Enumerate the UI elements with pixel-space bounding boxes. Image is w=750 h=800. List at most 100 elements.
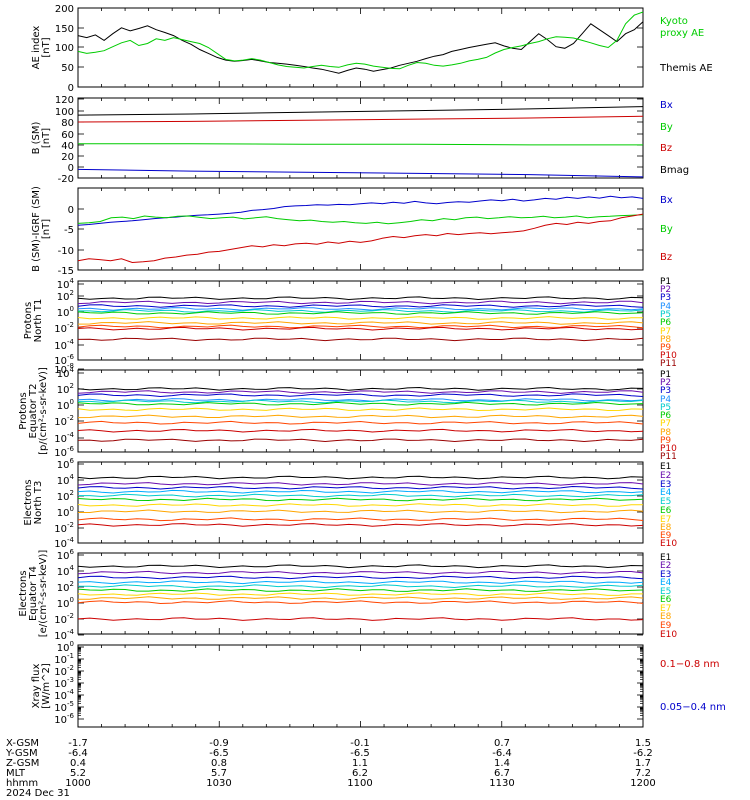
flux-channel-line xyxy=(77,438,644,443)
legend-entry: Themis AE xyxy=(659,63,713,74)
series-line xyxy=(78,143,643,146)
y-tick-label: 10-2 xyxy=(54,321,74,335)
orbit-value: -0.9 xyxy=(209,738,229,749)
flux-channel-line xyxy=(78,584,644,589)
flux-channel-line xyxy=(77,311,644,315)
flux-channel-line xyxy=(77,517,644,522)
y-tick-label: 10-4 xyxy=(54,338,74,352)
y-tick-label: 100 xyxy=(57,505,74,519)
y-tick-label: 102 xyxy=(57,489,74,503)
legend-entry: E10 xyxy=(660,630,677,640)
y-tick-label: 10-4 xyxy=(54,536,74,550)
flux-channel-line xyxy=(77,489,644,494)
orbit-value: 0.4 xyxy=(70,758,86,769)
legend-entry: E8 xyxy=(660,612,672,622)
y-axis-label: B (SM)[nT] xyxy=(31,121,52,154)
flux-channel-line xyxy=(77,393,644,398)
legend-entry: E4 xyxy=(660,488,672,498)
legend-entry: P10 xyxy=(660,444,677,454)
flux-channel-line xyxy=(77,300,644,305)
y-tick-label: 104 xyxy=(57,277,75,291)
plot-frame xyxy=(77,280,644,361)
orbit-value: 5.2 xyxy=(70,768,86,779)
orbit-value: 5.7 xyxy=(211,768,227,779)
legend-entry: E9 xyxy=(660,531,672,541)
y-tick-label: -20 xyxy=(58,174,74,185)
legend-entry: P1 xyxy=(660,370,671,380)
y-tick-label: 10-4 xyxy=(54,628,74,642)
orbit-table: X-GSM -1.7 -0.9 -0.1 0.7 1.5 Y-GSM -6.4 -6.5 -6.5… xyxy=(5,738,656,799)
flux-channel-line xyxy=(77,386,644,391)
flux-channel-line xyxy=(77,482,644,486)
legend-entry: P5 xyxy=(660,403,671,413)
flux-channel-line xyxy=(77,575,644,580)
flux-channel-line xyxy=(77,398,644,402)
y-tick-label: 0 xyxy=(68,163,74,174)
legend-entry: P6 xyxy=(660,318,671,328)
flux-channel-line xyxy=(77,321,644,325)
flux-channel-line xyxy=(77,414,644,419)
flux-channel-line xyxy=(77,570,644,575)
y-tick-label: 10-6 xyxy=(54,445,74,459)
y-tick-label: 10-4 xyxy=(54,688,74,702)
legend-entry: P11 xyxy=(660,452,677,462)
y-tick-label: 104 xyxy=(57,564,75,578)
flux-channel-line xyxy=(77,407,644,412)
flux-channel-line xyxy=(77,600,644,605)
y-tick-label: 60 xyxy=(61,130,74,141)
legend-entry: Bx xyxy=(660,100,673,111)
y-tick-label: 10-3 xyxy=(54,676,74,690)
orbit-row-label: X-GSM xyxy=(6,738,39,749)
y-axis-label: ElectronsNorth T3 xyxy=(23,479,44,525)
y-tick-label: 50 xyxy=(61,63,74,74)
orbit-value: 6.2 xyxy=(352,768,368,779)
legend-entry: P3 xyxy=(660,293,671,303)
y-tick-label: 200 xyxy=(55,4,74,15)
orbit-value: 1.1 xyxy=(352,758,368,769)
flux-channel-line xyxy=(77,588,644,592)
flux-channel-line xyxy=(77,564,644,569)
orbit-value: 1200 xyxy=(630,778,655,789)
series-line xyxy=(77,168,644,178)
y-tick-label: 0 xyxy=(68,83,74,94)
legend-entry: 0.1−0.8 nm xyxy=(660,659,719,670)
legend-entry: E5 xyxy=(660,497,671,507)
orbit-row-label: hhmm xyxy=(6,778,38,789)
flux-channel-line xyxy=(77,324,644,329)
orbit-value: 1.4 xyxy=(494,758,510,769)
y-tick-label: 104 xyxy=(57,366,75,380)
y-tick-label: 120 xyxy=(55,95,74,106)
legend-entry: P5 xyxy=(660,310,671,320)
flux-channel-line xyxy=(77,503,644,507)
legend-entry: E10 xyxy=(660,539,677,549)
legend-entry: Bx xyxy=(660,195,673,206)
legend-entry: P7 xyxy=(660,419,671,429)
flux-channel-line xyxy=(77,485,644,490)
flux-channel-line xyxy=(78,509,644,514)
y-tick-label: 10-1 xyxy=(54,652,74,666)
legend-entry: Kyoto xyxy=(660,16,688,27)
y-tick-label: 40 xyxy=(61,141,74,152)
y-axis-label: B (SM)-IGRF (SM)[nT] xyxy=(31,186,52,272)
y-axis-label: Xray flux[W/m^2] xyxy=(31,663,52,709)
flux-channel-line xyxy=(77,580,644,585)
legend-entry: E3 xyxy=(660,570,671,580)
flux-channel-line xyxy=(77,337,644,342)
legend-entry: By xyxy=(660,122,673,133)
legend-entry: E6 xyxy=(660,506,672,516)
legend-entry: Bz xyxy=(660,252,672,263)
plot-frame xyxy=(77,187,644,271)
orbit-value: 0.7 xyxy=(494,738,510,749)
orbit-value: 7.2 xyxy=(635,768,651,779)
y-tick-label: 10-2 xyxy=(54,414,74,428)
orbit-value: -0.1 xyxy=(350,738,370,749)
legend-entry: 0.05−0.4 nm xyxy=(660,702,726,713)
legend-entry: proxy AE xyxy=(660,28,704,39)
flux-channel-line xyxy=(77,316,643,320)
orbit-value: -6.2 xyxy=(633,748,653,759)
flux-channel-line xyxy=(78,399,644,404)
series-line xyxy=(77,214,644,225)
